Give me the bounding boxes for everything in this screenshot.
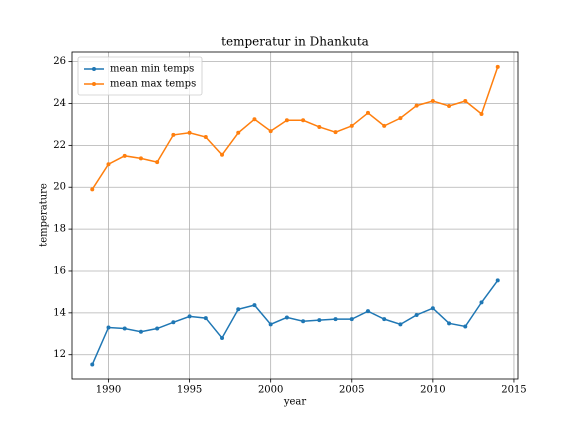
legend-label: mean min temps (110, 64, 194, 75)
series-line (91, 279, 499, 365)
point (187, 130, 192, 135)
y-tick-label: 12 (53, 349, 66, 360)
point (90, 187, 95, 192)
y-axis-label: temperature (39, 183, 50, 247)
point (430, 98, 435, 103)
point (447, 104, 452, 109)
legend-label: mean max temps (110, 79, 196, 90)
point (236, 307, 241, 312)
point (301, 319, 306, 324)
point (317, 318, 322, 323)
point (414, 103, 419, 108)
point (155, 326, 160, 331)
point (284, 315, 289, 320)
legend: mean min temps mean max temps (77, 56, 203, 96)
point (463, 324, 468, 329)
point (479, 300, 484, 305)
point (252, 303, 257, 308)
x-tick-label: 1990 (96, 385, 121, 396)
point (171, 132, 176, 137)
point (382, 317, 387, 322)
point (414, 312, 419, 317)
point (495, 278, 500, 283)
point (171, 320, 176, 325)
series-line (91, 66, 499, 190)
point (106, 162, 111, 167)
point (463, 98, 468, 103)
x-tick-label: 1995 (177, 385, 202, 396)
point (382, 123, 387, 128)
point (317, 124, 322, 129)
point (479, 111, 484, 116)
point (203, 316, 208, 321)
point (122, 326, 127, 331)
point (122, 153, 127, 158)
x-tick-label: 2000 (258, 385, 283, 396)
point (349, 317, 354, 322)
point (495, 64, 500, 69)
y-tick-label: 16 (53, 265, 66, 276)
y-tick-label: 14 (53, 307, 66, 318)
point (220, 152, 225, 157)
point (138, 156, 143, 161)
legend-box (77, 56, 203, 96)
point (430, 306, 435, 311)
point (333, 317, 338, 322)
y-tick-label: 18 (53, 224, 66, 235)
point (268, 129, 273, 134)
y-tick-label: 22 (53, 140, 66, 151)
plot-frame (71, 51, 519, 380)
point (252, 117, 257, 122)
point (284, 118, 289, 123)
x-tick-label: 2015 (501, 385, 526, 396)
x-axis-label: year (283, 397, 307, 408)
y-tick-label: 20 (53, 182, 66, 193)
point (268, 322, 273, 327)
point (365, 309, 370, 314)
x-tick-label: 2005 (339, 385, 364, 396)
point (155, 160, 160, 165)
point (203, 134, 208, 139)
point (365, 110, 370, 115)
y-tick-label: 24 (53, 98, 66, 109)
point (220, 335, 225, 340)
point (187, 314, 192, 319)
point (106, 325, 111, 330)
point (398, 116, 403, 121)
point (301, 118, 306, 123)
point (90, 362, 95, 367)
legend-marker (92, 67, 96, 71)
point (349, 123, 354, 128)
point (447, 321, 452, 326)
point (236, 130, 241, 135)
point (333, 130, 338, 135)
legend-marker (92, 82, 96, 86)
point (138, 329, 143, 334)
y-tick-label: 26 (53, 56, 66, 67)
chart-title: temperatur in Dhankuta (221, 35, 369, 49)
x-tick-label: 2010 (420, 385, 445, 396)
point (398, 322, 403, 327)
